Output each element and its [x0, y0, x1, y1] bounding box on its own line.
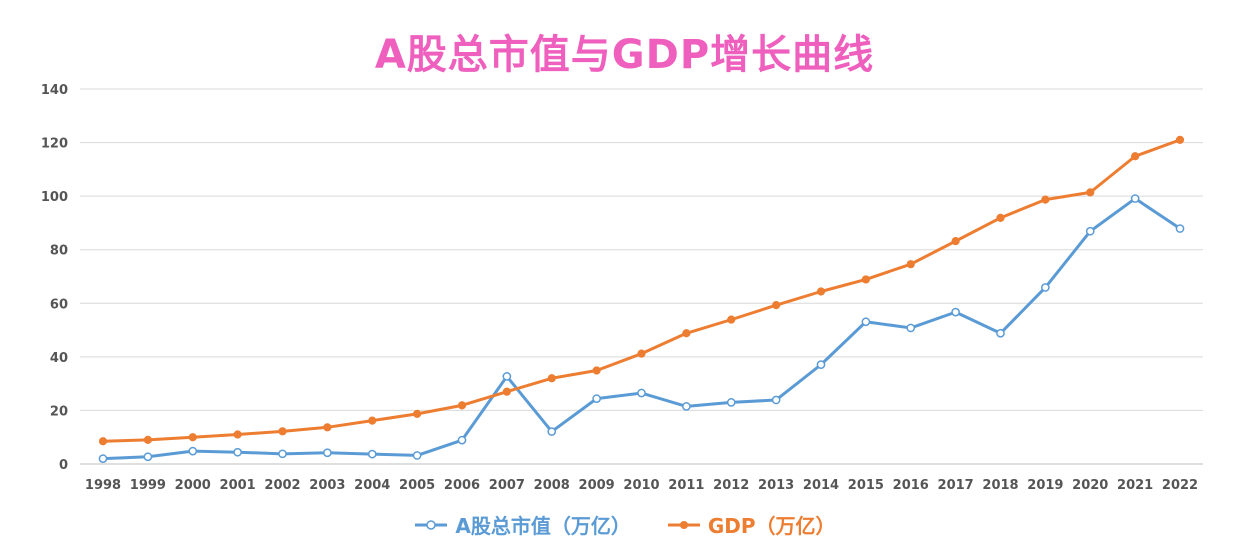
data-point	[98, 454, 108, 463]
x-tick-label: 2007	[489, 478, 525, 493]
legend-item-a-share[interactable]: A股总市值（万亿）	[413, 510, 631, 539]
x-axis-ticks: 1998 1999 2000 2001 2002 2003 2004 2005 2006 2007…	[85, 478, 1198, 493]
line-chart: 0 20 40 60 80 100 120 140 1998 1999 2000 2001 2002 2…	[41, 83, 1203, 493]
data-point	[996, 213, 1005, 222]
data-point	[1130, 194, 1140, 203]
x-tick-label: 2016	[893, 478, 929, 493]
x-tick-label: 2017	[938, 478, 974, 493]
legend-label-gdp: GDP（万亿）	[707, 514, 836, 538]
data-point	[771, 395, 781, 405]
y-tick-label: 20	[50, 404, 68, 419]
data-point	[682, 329, 691, 338]
data-point	[1175, 135, 1185, 144]
data-point	[1041, 283, 1050, 292]
y-tick-label: 0	[59, 458, 68, 473]
data-point	[412, 451, 422, 460]
x-tick-label: 2013	[758, 478, 794, 493]
x-tick-label: 2001	[220, 478, 256, 493]
data-point	[637, 388, 646, 398]
data-point	[547, 374, 556, 383]
data-point	[368, 416, 377, 425]
data-point	[502, 372, 512, 381]
data-point	[951, 237, 960, 246]
data-point	[323, 423, 332, 432]
y-tick-label: 80	[50, 244, 68, 259]
data-point	[1086, 188, 1095, 197]
chart-title: A股总市值与GDP增长曲线	[374, 32, 875, 78]
legend-marker-a-share	[415, 519, 448, 530]
data-point	[772, 301, 781, 310]
data-point	[323, 448, 332, 458]
x-tick-label: 2022	[1162, 478, 1198, 493]
data-point	[951, 307, 960, 317]
y-axis-ticks: 0 20 40 60 80 100 120 140	[41, 83, 68, 473]
data-point	[906, 323, 916, 333]
data-point	[906, 260, 915, 269]
data-point	[726, 398, 736, 407]
data-point	[233, 430, 242, 439]
legend-item-gdp[interactable]: GDP（万亿）	[666, 510, 836, 539]
x-tick-label: 2004	[354, 478, 390, 493]
data-point	[188, 446, 198, 456]
data-point	[278, 449, 287, 459]
x-tick-label: 1999	[130, 478, 166, 493]
data-point	[816, 360, 826, 369]
data-point	[682, 402, 691, 411]
x-tick-label: 2005	[399, 478, 435, 493]
x-tick-label: 2012	[713, 478, 749, 493]
data-point	[98, 437, 108, 446]
x-tick-label: 1998	[85, 478, 121, 493]
x-tick-label: 2015	[848, 478, 884, 493]
data-point	[1085, 226, 1095, 236]
x-tick-label: 2002	[264, 478, 300, 493]
data-point	[413, 409, 422, 419]
data-point	[457, 435, 467, 445]
legend: A股总市值（万亿） GDP（万亿）	[0, 510, 1249, 539]
x-tick-label: 2021	[1117, 478, 1153, 493]
data-point	[547, 427, 557, 436]
y-tick-label: 100	[41, 190, 68, 205]
data-point	[592, 366, 601, 375]
x-tick-label: 2008	[534, 478, 570, 493]
legend-label-a-share: A股总市值（万亿）	[455, 514, 631, 538]
data-point	[637, 349, 646, 358]
data-point	[143, 452, 153, 462]
series-line-0	[102, 197, 1181, 461]
x-tick-label: 2003	[309, 478, 345, 493]
data-point	[143, 435, 152, 444]
data-point	[278, 427, 287, 436]
data-point	[1131, 152, 1140, 161]
data-point	[457, 401, 467, 410]
series-layer	[98, 135, 1185, 463]
data-point	[1041, 195, 1050, 204]
y-tick-label: 60	[50, 297, 68, 312]
data-point	[233, 447, 242, 457]
x-tick-label: 2020	[1072, 478, 1108, 493]
data-point	[727, 315, 736, 324]
x-tick-label: 2019	[1027, 478, 1063, 493]
data-point	[861, 275, 870, 284]
data-point	[996, 328, 1005, 338]
gridlines	[80, 88, 1203, 465]
y-tick-label: 140	[41, 83, 68, 98]
data-point	[367, 449, 377, 459]
data-point	[1175, 224, 1185, 233]
x-tick-label: 2014	[803, 478, 839, 493]
x-tick-label: 2018	[982, 478, 1018, 493]
y-tick-label: 40	[50, 351, 68, 366]
legend-marker-gdp	[667, 520, 700, 529]
data-point	[816, 287, 826, 296]
data-point	[188, 433, 197, 442]
x-tick-label: 2011	[668, 478, 704, 493]
x-tick-label: 2000	[175, 478, 211, 493]
data-point	[861, 317, 871, 327]
x-tick-label: 2010	[623, 478, 659, 493]
y-tick-label: 120	[41, 137, 68, 152]
data-point	[502, 387, 511, 396]
x-tick-label: 2009	[579, 478, 615, 493]
data-point	[592, 394, 601, 403]
x-tick-label: 2006	[444, 478, 480, 493]
